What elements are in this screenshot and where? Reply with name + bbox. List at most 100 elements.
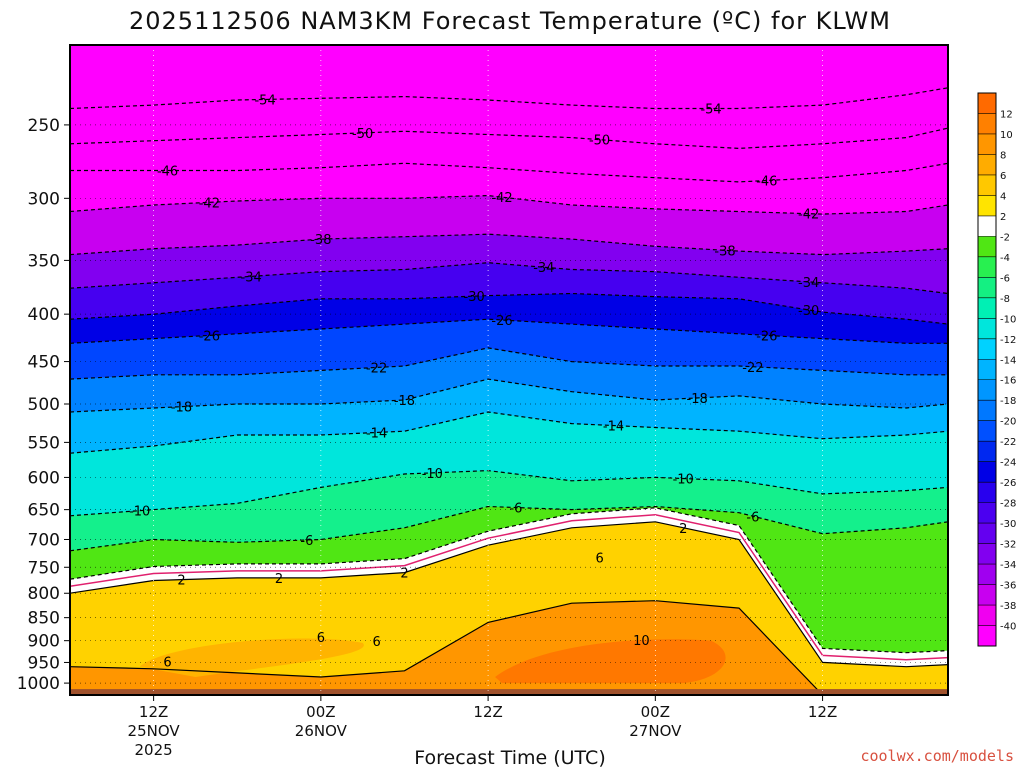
contour-label: -22: [742, 361, 763, 376]
colorbar-swatch: [978, 502, 996, 524]
contour-label: -6: [746, 510, 759, 525]
isotherm--22: [70, 347, 948, 380]
colorbar-swatch: [978, 482, 996, 504]
isotherm--2: [70, 507, 948, 654]
contour-label: 2: [275, 572, 283, 587]
colorbar-swatch: [978, 93, 996, 114]
contour-label: -10: [422, 467, 443, 482]
contour-label: 2: [400, 567, 408, 582]
contour-label: -50: [589, 134, 610, 149]
contour-label: 2: [177, 574, 185, 589]
colorbar-tick-label: -32: [1000, 540, 1016, 551]
contour-label: 6: [317, 631, 325, 646]
colorbar-swatch: [978, 297, 996, 319]
colorbar-tick-label: -38: [1000, 601, 1016, 612]
y-tick-label: 350: [28, 251, 60, 271]
colorbar-swatch: [978, 133, 996, 155]
colorbar-tick-label: -14: [1000, 355, 1016, 366]
colorbar-tick-label: -20: [1000, 417, 1016, 428]
colorbar-swatch: [978, 461, 996, 483]
x-tick-date: 26NOV: [295, 722, 348, 740]
contour-label: 2: [679, 522, 687, 537]
colorbar-swatch: [978, 564, 996, 586]
colorbar-swatch: [978, 523, 996, 545]
chart-title: 2025112506 NAM3KM Forecast Temperature (…: [129, 7, 891, 35]
contour-label: -18: [171, 401, 192, 416]
y-tick-label: 1000: [17, 674, 60, 694]
isotherm-2: [70, 521, 948, 668]
colorbar-tick-label: -40: [1000, 622, 1016, 633]
y-tick-label: 750: [28, 558, 60, 578]
colorbar-tick-label: -16: [1000, 376, 1016, 387]
contour-label: -10: [129, 505, 150, 520]
y-tick-label: 900: [28, 632, 60, 652]
colorbar-swatch: [978, 379, 996, 401]
colorbar-swatch: [978, 605, 996, 627]
colorbar-tick-label: 2: [1000, 212, 1006, 223]
colorbar-swatch: [978, 195, 996, 217]
colorbar-tick-label: -10: [1000, 314, 1016, 325]
isotherm-0: [70, 514, 948, 661]
colorbar: 12 10 8 6 4 2 -2 -4 -6 -8 -10 -12 -14 -16 -18 -20 -22 -24…: [977, 92, 1016, 647]
isotherm-6: [70, 600, 948, 695]
colorbar-tick-label: 12: [1000, 109, 1013, 120]
contour-label: -26: [491, 314, 512, 329]
contour-label: -6: [300, 534, 313, 549]
contour-label: 10: [633, 634, 650, 649]
contour-label: -6: [509, 502, 522, 517]
colorbar-tick-label: -6: [1000, 273, 1010, 284]
contour-label: -26: [756, 329, 777, 344]
contour-label: -42: [798, 208, 819, 223]
y-tick-label: 300: [28, 189, 60, 209]
contour-label: -10: [673, 473, 694, 488]
colorbar-swatch: [978, 256, 996, 278]
ground-fill: [70, 689, 948, 695]
grid-lines: [70, 45, 948, 695]
colorbar-swatch: [978, 359, 996, 381]
y-tick-label: 850: [28, 609, 60, 629]
colorbar-tick-label: 4: [1000, 191, 1006, 202]
colorbar-tick-label: -22: [1000, 437, 1016, 448]
colorbar-swatch: [978, 338, 996, 360]
contour-label: -42: [199, 196, 220, 211]
x-tick-date: 27NOV: [629, 722, 682, 740]
colorbar-swatch: [978, 236, 996, 258]
colorbar-swatch: [978, 441, 996, 463]
contour-label: -18: [394, 394, 415, 409]
x-tick-label: 00Z: [306, 703, 335, 721]
colorbar-swatch: [978, 154, 996, 176]
y-tick-label: 700: [28, 530, 60, 550]
colorbar-swatch: [978, 400, 996, 422]
y-tick-label: 550: [28, 433, 60, 453]
colorbar-tick-label: -34: [1000, 560, 1016, 571]
x-tick-label: 12Z: [808, 703, 837, 721]
plot-area: -54 -54 -50 -50 -46 -46 -42 -42 -42 -38 -38 -34 -34 -…: [70, 45, 948, 695]
colorbar-tick-label: -2: [1000, 232, 1010, 243]
y-tick-label: 650: [28, 501, 60, 521]
x-tick-date: 25NOV: [128, 722, 181, 740]
x-tick-label: 12Z: [473, 703, 502, 721]
colorbar-tick-label: -28: [1000, 499, 1016, 510]
contour-label: -14: [603, 420, 624, 435]
contour-label: -54: [700, 102, 721, 117]
colorbar-swatch: [978, 543, 996, 565]
colorbar-tick-label: -12: [1000, 335, 1016, 346]
band-above--46: [70, 45, 948, 182]
colorbar-swatch: [978, 277, 996, 299]
colorbar-tick-label: -26: [1000, 478, 1016, 489]
colorbar-tick-label: 8: [1000, 150, 1006, 161]
colorbar-frame: [977, 92, 997, 647]
colorbar-tick-label: -30: [1000, 519, 1016, 530]
contour-label: -18: [687, 392, 708, 407]
contour-label: -46: [756, 174, 777, 189]
y-tick-label: 500: [28, 395, 60, 415]
colorbar-swatch: [978, 584, 996, 606]
colorbar-tick-label: 6: [1000, 171, 1006, 182]
isotherm--6: [70, 505, 948, 552]
contour-label: -38: [310, 233, 331, 248]
contour-label: -34: [798, 276, 819, 291]
credit-text: coolwx.com/models: [860, 747, 1014, 765]
y-tick-label: 950: [28, 653, 60, 673]
